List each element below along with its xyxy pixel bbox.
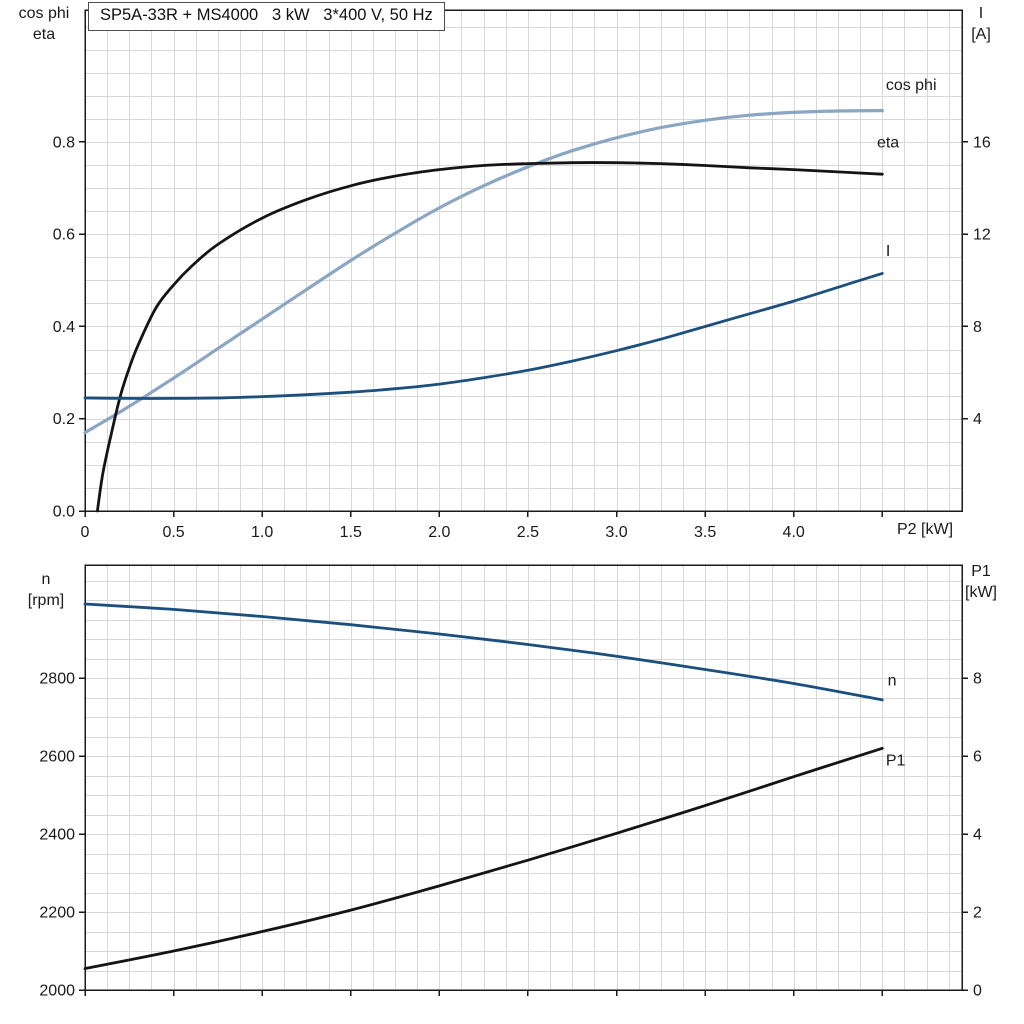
x-tick-label: 0 <box>81 524 90 541</box>
right-tick-label: 8 <box>973 671 982 688</box>
left-tick-label: 2400 <box>39 827 75 844</box>
axis-label-cos-phi: cos phi <box>18 5 70 22</box>
x-axis-label-p2: P2 [kW] <box>897 521 954 538</box>
left-tick-label: 0.2 <box>53 411 75 428</box>
axis-label-kw-unit: [kW] <box>965 584 997 601</box>
curve-label-i: I <box>886 243 890 260</box>
right-tick-label: 0 <box>973 983 982 1000</box>
left-tick-label: 2600 <box>39 749 75 766</box>
right-tick-label: 8 <box>973 319 982 336</box>
x-tick-label: 0.5 <box>162 524 184 541</box>
right-tick-label: 6 <box>973 749 982 766</box>
top-left-axis-label: cos phi eta <box>4 3 84 45</box>
right-tick-label: 2 <box>973 905 982 922</box>
left-tick-label: 0.4 <box>53 319 75 336</box>
curve-label-n: n <box>888 673 897 690</box>
tick-marks <box>79 677 968 996</box>
axis-label-rpm-unit: [rpm] <box>27 592 65 609</box>
top-right-axis-label: I [A] <box>950 3 1012 45</box>
x-tick-label: 1.5 <box>340 524 362 541</box>
tick-labels: 0 0.5 1.0 1.5 2.0 2.5 3.0 3.5 4.0 0.0 0.2 0.4 0.6 0.8… <box>53 134 991 541</box>
left-tick-label: 2200 <box>39 905 75 922</box>
curve-label-eta: eta <box>877 134 899 151</box>
tick-labels: 2000 2200 2400 2600 2800 0 2 4 6 8 <box>39 671 982 1000</box>
plot-0: 0 0.5 1.0 1.5 2.0 2.5 3.0 3.5 4.0 0.0 0.2 0.4 0.6 0.8… <box>53 9 991 541</box>
bottom-left-axis-label: n [rpm] <box>8 569 84 611</box>
axis-label-eta: eta <box>32 26 56 43</box>
left-tick-label: 2000 <box>39 983 75 1000</box>
curve-label-cos-phi: cos phi <box>886 77 937 94</box>
axis-label-speed: n <box>41 571 51 588</box>
axis-label-p1: P1 <box>971 563 991 580</box>
tick-marks <box>79 141 968 517</box>
curve-cos-phi <box>83 109 884 435</box>
curve-label-p1: P1 <box>886 752 906 769</box>
chart-title-box: SP5A-33R + MS4000 3 kW 3*400 V, 50 Hz <box>88 2 445 31</box>
right-tick-label: 16 <box>973 134 991 151</box>
curve-eta <box>96 161 884 513</box>
plot-1: 2000 2200 2400 2600 2800 0 2 4 6 8 n P1 <box>39 564 982 1000</box>
x-tick-label: 2.5 <box>517 524 539 541</box>
axis-label-current: I <box>978 5 984 22</box>
right-tick-label: 4 <box>973 827 982 844</box>
x-tick-label: 4.0 <box>783 524 805 541</box>
left-tick-label: 0.0 <box>53 504 75 521</box>
grid-lines <box>85 565 962 990</box>
plot-frame <box>84 564 963 991</box>
curve-i <box>83 272 884 400</box>
right-tick-label: 4 <box>973 411 982 428</box>
curve-p1 <box>83 746 884 970</box>
bottom-right-axis-label: P1 [kW] <box>950 561 1012 603</box>
grid-lines <box>85 10 962 511</box>
right-tick-label: 12 <box>973 227 991 244</box>
x-tick-label: 3.5 <box>694 524 716 541</box>
left-tick-label: 0.6 <box>53 227 75 244</box>
plot-frame <box>84 9 963 512</box>
x-tick-label: 3.0 <box>605 524 627 541</box>
x-tick-label: 2.0 <box>428 524 450 541</box>
axis-label-ampere-unit: [A] <box>971 26 991 43</box>
left-tick-label: 2800 <box>39 671 75 688</box>
x-tick-label: 1.0 <box>251 524 273 541</box>
curve-n <box>83 602 884 702</box>
left-tick-label: 0.8 <box>53 134 75 151</box>
